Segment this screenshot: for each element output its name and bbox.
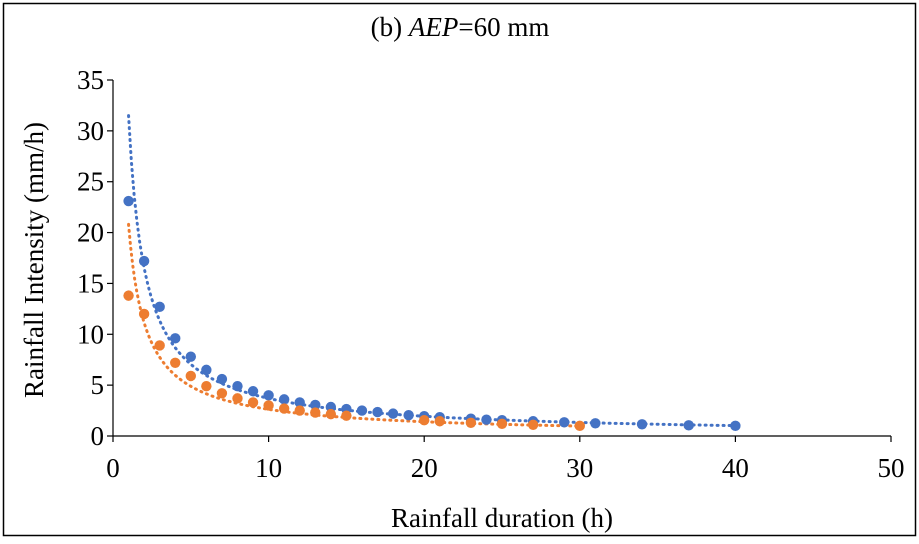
y-tick-label: 0 [91, 421, 105, 451]
data-point-series-2 [419, 415, 430, 426]
x-axis-label: Rainfall duration (h) [391, 503, 613, 533]
data-point-series-2 [154, 340, 165, 351]
y-tick-label: 30 [77, 116, 104, 146]
data-point-series-1 [356, 405, 368, 416]
chart-title: (b) AEP=60 mm [371, 12, 550, 42]
trendline-series-1 [127, 114, 737, 428]
x-tick-label: 50 [878, 453, 905, 483]
data-point-series-1 [216, 373, 228, 385]
data-point-series-2 [201, 380, 212, 392]
x-tick-label: 40 [722, 453, 749, 483]
data-point-series-2 [294, 405, 305, 416]
x-tick-label: 0 [106, 453, 120, 483]
data-point-layer [123, 195, 741, 432]
data-point-series-1 [372, 406, 383, 418]
data-point-series-1 [481, 414, 492, 425]
x-tick-label: 10 [255, 453, 282, 483]
data-point-series-1 [185, 351, 196, 362]
x-tick-label: 30 [566, 453, 593, 483]
data-point-series-1 [201, 364, 212, 376]
data-point-series-1 [154, 301, 165, 313]
data-point-series-1 [247, 386, 259, 397]
y-tick-label: 10 [77, 319, 104, 349]
y-tick-label: 35 [77, 65, 104, 95]
data-point-series-1 [403, 409, 414, 421]
x-tick-label: 20 [411, 453, 438, 483]
data-point-series-1 [590, 418, 601, 429]
data-point-series-1 [387, 408, 399, 419]
data-point-series-2 [123, 290, 134, 301]
y-tick-label: 15 [77, 268, 104, 298]
data-point-series-2 [434, 416, 445, 427]
y-tick-label: 5 [91, 370, 105, 400]
data-point-series-1 [294, 397, 305, 408]
data-point-series-2 [341, 410, 352, 421]
data-point-series-2 [574, 420, 585, 432]
y-axis-ticks: 0 5 10 15 20 25 30 35 [77, 65, 113, 451]
data-point-series-1 [278, 394, 290, 405]
data-point-series-2 [278, 403, 290, 414]
data-point-series-1 [730, 420, 741, 432]
data-point-series-2 [325, 408, 337, 420]
chart-border [2, 2, 917, 537]
data-point-series-1 [123, 195, 134, 207]
data-point-series-2 [465, 417, 477, 428]
data-point-series-1 [325, 401, 337, 413]
data-point-series-1 [232, 380, 243, 392]
data-point-series-2 [263, 400, 274, 411]
data-point-series-1 [683, 420, 694, 431]
data-point-series-2 [232, 393, 243, 404]
y-tick-label: 20 [77, 218, 104, 248]
data-point-series-2 [216, 388, 228, 399]
data-point-series-2 [170, 357, 181, 368]
data-point-series-1 [636, 419, 648, 430]
data-point-series-2 [138, 308, 150, 320]
data-point-series-2 [247, 397, 259, 408]
data-point-series-2 [496, 418, 508, 429]
x-axis-ticks: 0 10 20 30 40 50 [106, 436, 905, 483]
y-tick-label: 25 [77, 167, 104, 197]
data-point-series-1 [138, 255, 150, 267]
data-point-series-1 [310, 399, 321, 411]
data-point-series-1 [263, 390, 274, 401]
data-point-series-1 [170, 333, 181, 344]
data-point-series-1 [559, 417, 570, 428]
data-point-series-2 [527, 419, 539, 431]
y-axis-label: Rainfall Intensity (mm/h) [19, 122, 49, 398]
data-point-series-2 [185, 370, 196, 382]
data-point-series-2 [310, 407, 321, 418]
